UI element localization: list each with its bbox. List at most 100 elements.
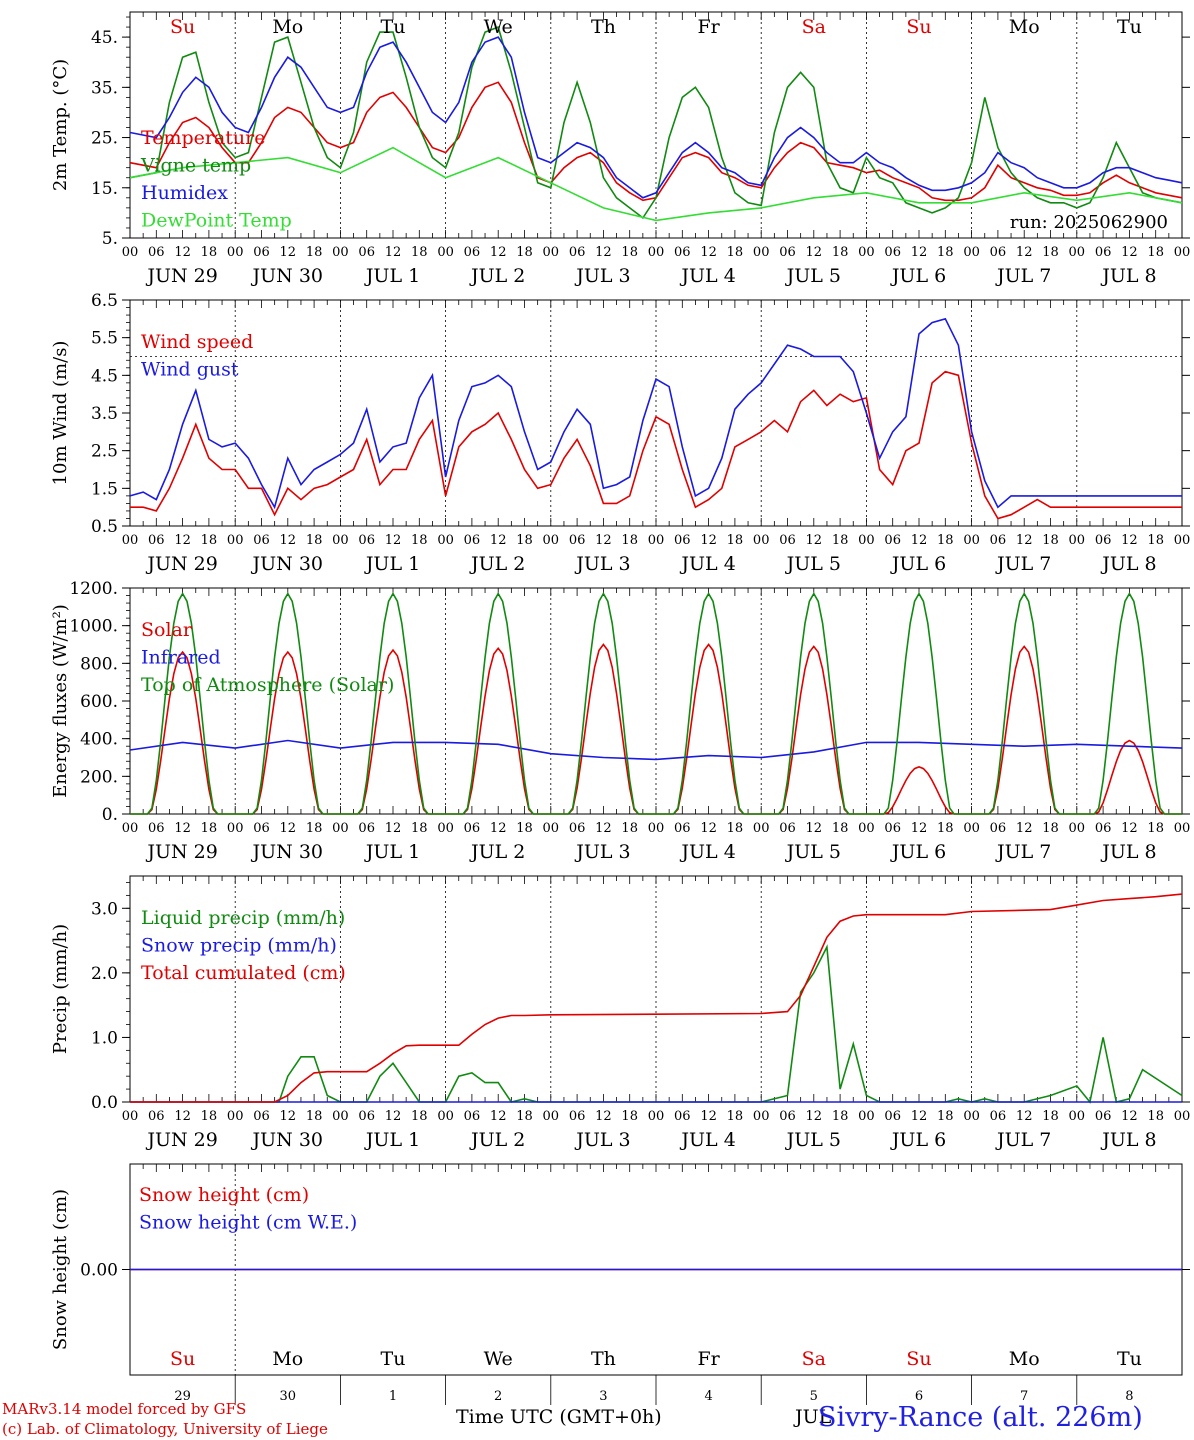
legend-entry: Wind speed: [141, 331, 253, 353]
hour-tick-label: 06: [148, 1109, 165, 1124]
hour-tick-label: 06: [253, 1109, 270, 1124]
series-line: [129, 739, 1183, 761]
y-tick-label: 15.: [91, 179, 118, 199]
day-label: JUN 29: [145, 1129, 217, 1151]
hour-tick-label: 12: [280, 1109, 297, 1124]
hour-tick-label: 12: [806, 245, 823, 260]
legend-entry: Solar: [141, 619, 193, 641]
hour-tick-label: 12: [911, 533, 928, 548]
bottom-day-number: 4: [704, 1389, 712, 1404]
y-axis-title: Energy fluxes (W/m²): [50, 604, 71, 798]
y-tick-label: 0.: [102, 805, 118, 825]
month-fragment: JUL: [795, 1406, 832, 1428]
hour-tick-label: 06: [464, 1109, 481, 1124]
hour-tick-label: 18: [306, 533, 323, 548]
weekday-label: Mo: [272, 16, 303, 38]
hour-tick-label: 12: [911, 821, 928, 836]
hour-tick-label: 00: [858, 245, 875, 260]
hour-tick-label: 00: [648, 1109, 665, 1124]
series-line: [129, 146, 1183, 222]
hour-tick-label: 12: [385, 533, 402, 548]
hour-tick-label: 18: [621, 533, 638, 548]
hour-tick-label: 12: [806, 533, 823, 548]
panel-frame-energy: [129, 587, 1183, 815]
hour-tick-label: 18: [1147, 821, 1164, 836]
hour-tick-label: 12: [280, 533, 297, 548]
day-label: JUL 8: [1100, 265, 1156, 287]
hour-tick-label: 12: [1016, 821, 1033, 836]
weekday-label: Tu: [1117, 16, 1142, 38]
hour-tick-label: 18: [727, 533, 744, 548]
hour-tick-label: 06: [464, 533, 481, 548]
hour-tick-label: 06: [990, 1109, 1007, 1124]
series-line: [129, 36, 1183, 199]
hour-tick-label: 12: [174, 1109, 191, 1124]
day-label: JUL 6: [890, 1129, 946, 1151]
hour-tick-label: 00: [1069, 1109, 1086, 1124]
time-axis-title: Time UTC (GMT+0h): [456, 1406, 662, 1428]
hour-tick-label: 06: [779, 821, 796, 836]
hour-tick-label: 18: [411, 821, 428, 836]
hour-tick-label: 06: [569, 533, 586, 548]
hour-tick-label: 06: [253, 821, 270, 836]
hour-tick-label: 06: [358, 245, 375, 260]
y-tick-label: 45.: [91, 28, 118, 48]
day-label: JUL 4: [679, 553, 735, 575]
weekday-label: Sa: [802, 16, 826, 38]
legend-entry: Liquid precip (mm/h): [141, 907, 345, 929]
hour-tick-label: 00: [648, 533, 665, 548]
bottom-weekday-label: Mo: [272, 1348, 303, 1370]
legend-entry: Wind gust: [141, 359, 239, 381]
hour-tick-label: 18: [1042, 821, 1059, 836]
model-credit: MARv3.14 model forced by GFS: [2, 1400, 247, 1418]
hour-tick-label: 18: [1042, 533, 1059, 548]
day-label: JUL 4: [679, 265, 735, 287]
bottom-day-number: 7: [1020, 1389, 1028, 1404]
hour-tick-label: 00: [437, 821, 454, 836]
bottom-weekday-label: Su: [170, 1348, 195, 1370]
hour-tick-label: 00: [543, 245, 560, 260]
series-line: [129, 26, 1183, 220]
hour-tick-label: 18: [1042, 1109, 1059, 1124]
y-tick-label: 6.5: [91, 291, 118, 311]
y-tick-label: 1.0: [91, 1028, 118, 1048]
day-label: JUL 6: [890, 265, 946, 287]
hour-tick-label: 18: [937, 1109, 954, 1124]
day-label: JUL 2: [469, 1129, 525, 1151]
day-label: JUN 30: [251, 1129, 323, 1151]
hour-tick-label: 18: [621, 1109, 638, 1124]
day-label: JUL 3: [574, 265, 630, 287]
day-label: JUL 8: [1100, 553, 1156, 575]
hour-tick-label: 18: [516, 1109, 533, 1124]
legend-entry: DewPoint Temp: [141, 210, 292, 232]
hour-tick-label: 18: [727, 245, 744, 260]
hour-tick-label: 18: [1147, 533, 1164, 548]
hour-tick-label: 00: [753, 1109, 770, 1124]
y-tick-label: 800.: [80, 654, 118, 674]
hour-tick-label: 00: [858, 533, 875, 548]
y-tick-label: 0.5: [91, 517, 118, 537]
day-label: JUL 5: [785, 553, 841, 575]
hour-tick-label: 06: [674, 245, 691, 260]
panel-frame-temperature: [129, 11, 1183, 239]
hour-tick-label: 06: [253, 245, 270, 260]
hour-tick-label: 06: [779, 1109, 796, 1124]
hour-tick-label: 12: [806, 821, 823, 836]
hour-tick-label: 00: [437, 533, 454, 548]
hour-tick-label: 12: [700, 533, 717, 548]
y-tick-label: 2.5: [91, 442, 118, 462]
hour-tick-label: 12: [174, 821, 191, 836]
hour-tick-label: 12: [1016, 245, 1033, 260]
hour-tick-label: 00: [437, 245, 454, 260]
day-label: JUN 30: [251, 841, 323, 863]
hour-tick-label: 06: [569, 245, 586, 260]
hour-tick-label: 00: [963, 821, 980, 836]
hour-tick-label: 18: [411, 533, 428, 548]
bottom-day-number: 1: [389, 1389, 397, 1404]
hour-tick-label: 18: [516, 533, 533, 548]
y-tick-label: 1000.: [69, 617, 118, 637]
y-tick-label: 200.: [80, 767, 118, 787]
bottom-weekday-label: Mo: [1009, 1348, 1040, 1370]
hour-tick-label: 18: [727, 1109, 744, 1124]
y-axis-title: Precip (mm/h): [50, 924, 71, 1054]
